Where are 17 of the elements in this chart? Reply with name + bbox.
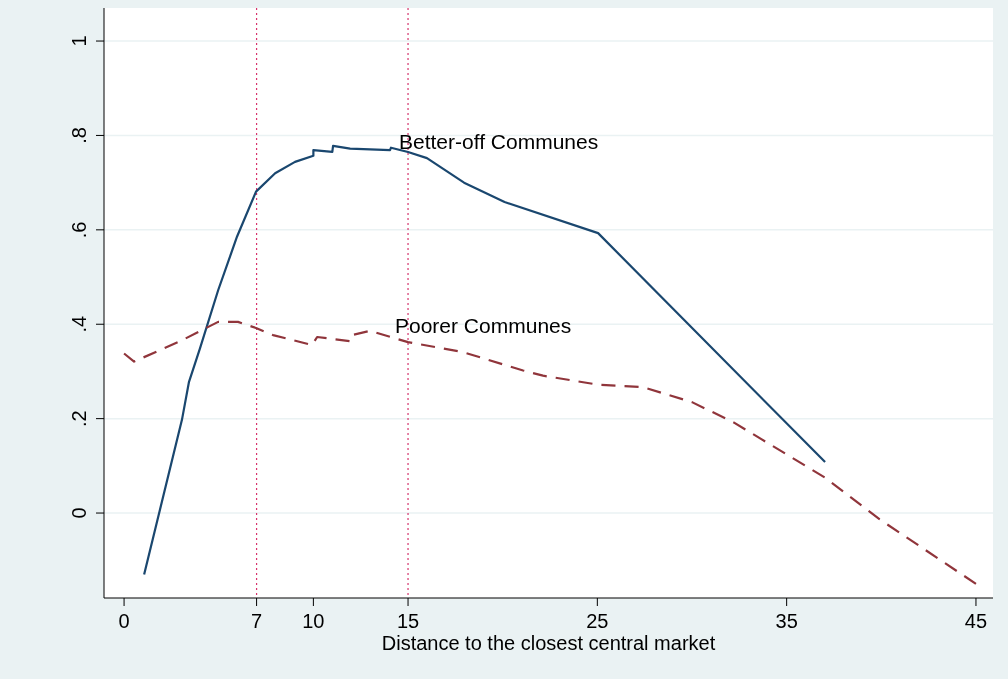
x-tick-label: 10	[302, 610, 325, 632]
y-tick-label: .2	[68, 410, 90, 427]
y-tick-label: .6	[68, 221, 90, 239]
y-tick-label: .8	[68, 127, 90, 144]
y-tick-label: 0	[68, 507, 90, 519]
x-tick-label: 15	[396, 610, 420, 632]
x-axis-title: Distance to the closest central market	[381, 632, 716, 654]
x-tick-label: 7	[251, 610, 263, 632]
annotation: Poorer Communes	[395, 313, 572, 337]
annotation: Better-off Communes	[399, 129, 599, 153]
line-series	[122, 320, 978, 585]
x-tick-label: 0	[118, 610, 130, 632]
x-tick-label: 45	[964, 610, 988, 632]
y-tick-label: .4	[68, 315, 90, 333]
x-tick-label: 25	[586, 610, 609, 632]
y-tick-label: 1	[68, 35, 90, 47]
x-tick-label: 35	[775, 610, 798, 632]
